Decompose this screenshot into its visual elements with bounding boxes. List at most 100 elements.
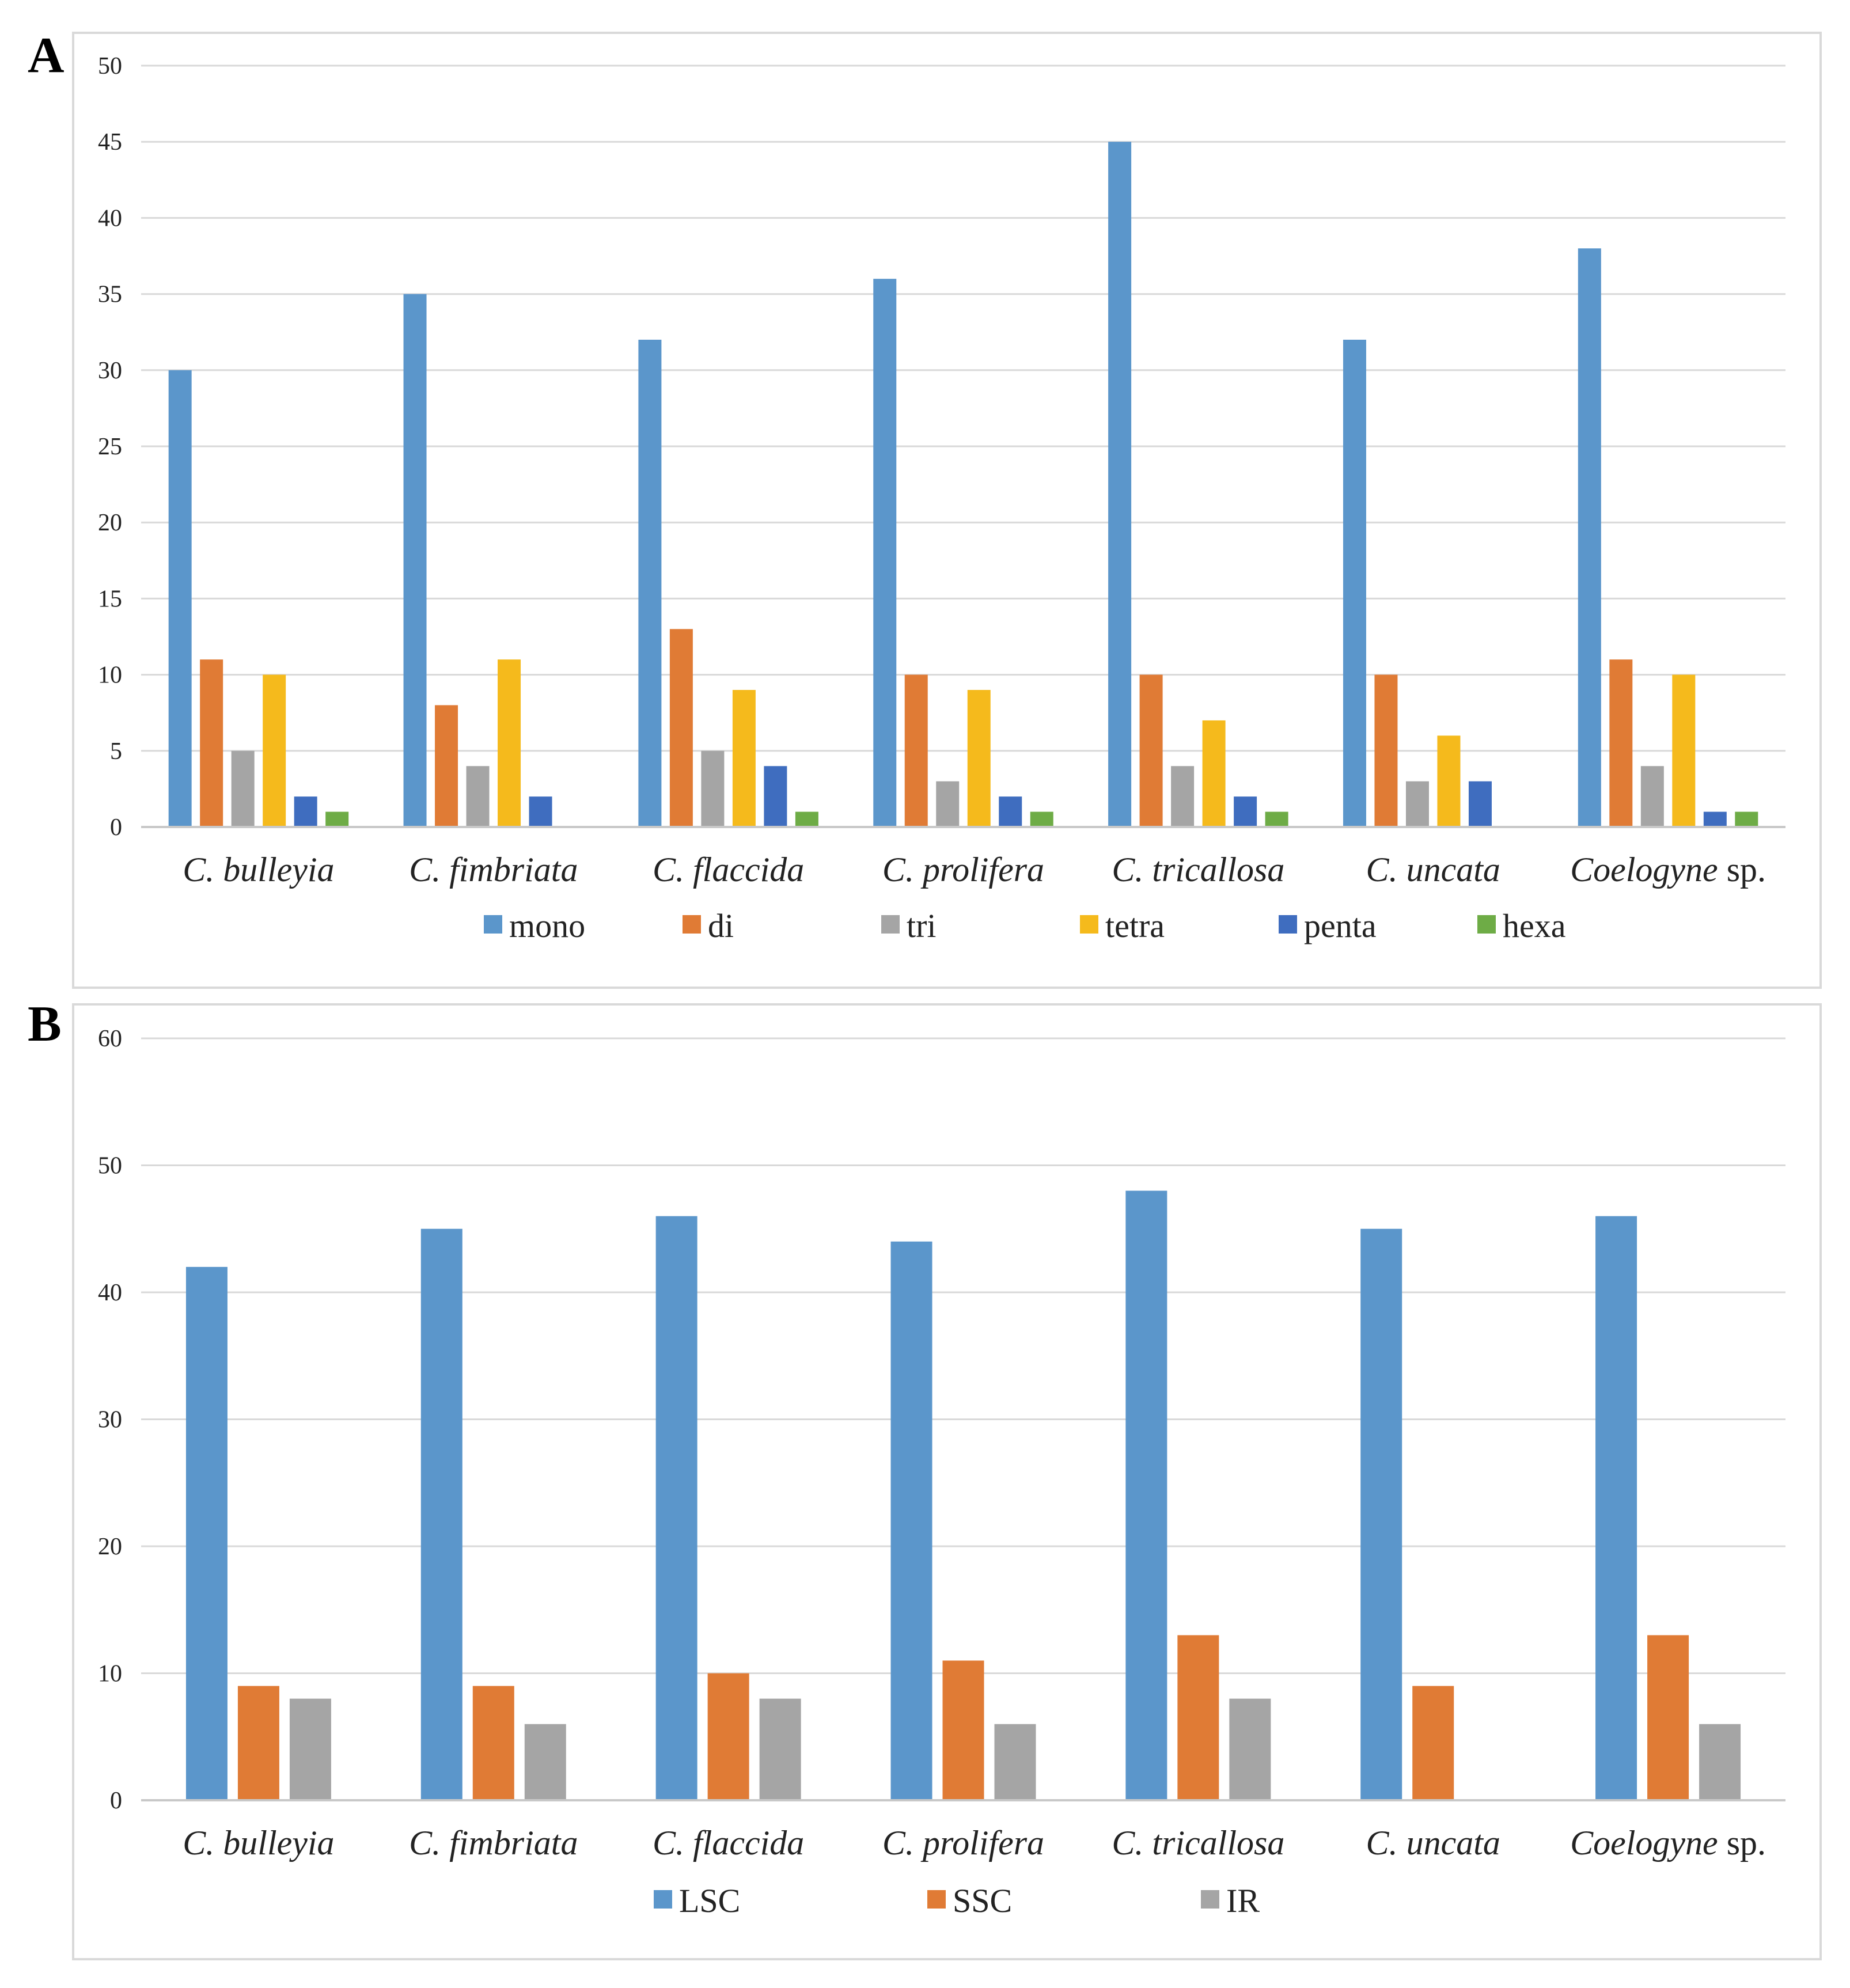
panel-b-bar-ssc <box>1412 1686 1454 1800</box>
panel-b-bar-ir <box>1699 1724 1741 1800</box>
panel-b-legend-label-ir: IR <box>1226 1882 1260 1919</box>
panel-a-category-label: C. fimbriata <box>409 851 578 889</box>
panel-a-bar-di <box>1139 674 1163 827</box>
panel-a-bars <box>168 142 1758 828</box>
panel-b-legend-swatch-ir <box>1201 1890 1219 1909</box>
panel-b-category-label: Coelogyne sp. <box>1570 1824 1766 1862</box>
category-name-suffix: sp. <box>1718 851 1766 889</box>
panel-a-y-tick-label: 10 <box>98 662 122 689</box>
panel-a-bar-tri <box>701 750 725 827</box>
panel-b-legend-label-lsc: LSC <box>679 1882 740 1919</box>
panel-a-bar-tri <box>1640 766 1664 827</box>
panel-a-legend-swatch-hexa <box>1477 915 1496 934</box>
panel-b-category-label: C. bulleyia <box>183 1824 334 1862</box>
panel-a-bar-tri <box>231 750 255 827</box>
panel-b-frame <box>72 1003 1822 1960</box>
panel-a-category-label: C. uncata <box>1366 851 1500 889</box>
panel-a-y-tick-label: 50 <box>98 53 122 79</box>
panel-a-legend-swatch-mono <box>484 915 502 934</box>
panel-a-bar-mono <box>873 279 897 827</box>
panel-b-category-label: C. prolifera <box>882 1824 1044 1862</box>
category-name-italic: C. uncata <box>1366 851 1500 889</box>
panel-a-legend-label-penta: penta <box>1304 907 1377 944</box>
panel-a-label: A <box>28 28 65 84</box>
panel-a-bar-hexa <box>1265 811 1288 827</box>
panel-a-bar-di <box>200 659 223 827</box>
panel-a-category-label: C. bulleyia <box>183 851 334 889</box>
panel-a-frame <box>72 32 1822 989</box>
panel-a-x-axis: C. bulleyia C. fimbriata C. flaccida C. pro… <box>183 851 1766 889</box>
panel-a: A 0 5 10 15 20 25 30 35 40 45 50 C. bulleyia C. fim… <box>28 28 1822 989</box>
panel-b-y-tick-label: 20 <box>98 1534 122 1560</box>
panel-b-y-tick-label: 10 <box>98 1661 122 1687</box>
panel-b-bar-ssc <box>1177 1635 1219 1800</box>
panel-a-legend-label-mono: mono <box>509 907 585 944</box>
panel-b-category-label: C. uncata <box>1366 1824 1500 1862</box>
panel-b-bar-lsc <box>655 1216 697 1800</box>
panel-a-legend-swatch-di <box>683 915 701 934</box>
panel-a-y-tick-label: 35 <box>98 282 122 308</box>
panel-a-bar-penta <box>999 796 1022 827</box>
panel-a-bar-penta <box>529 796 552 827</box>
panel-a-bar-di <box>435 705 458 827</box>
panel-a-bar-mono <box>1578 248 1601 827</box>
panel-a-bar-di <box>669 629 693 827</box>
panel-a-bar-tri <box>1171 766 1195 827</box>
panel-a-bar-mono <box>638 339 662 827</box>
panel-b-legend-label-ssc: SSC <box>953 1882 1012 1919</box>
panel-a-bar-penta <box>294 796 317 827</box>
panel-a-bar-mono <box>1108 142 1132 828</box>
panel-b-bars <box>185 1190 1741 1800</box>
panel-a-y-tick-label: 20 <box>98 510 122 536</box>
panel-a-bar-hexa <box>1735 811 1758 827</box>
panel-a-bar-mono <box>1343 339 1366 827</box>
panel-b-bar-ir <box>289 1698 331 1800</box>
panel-a-bar-di <box>1374 674 1398 827</box>
panel-b-legend-swatch-lsc <box>654 1890 672 1909</box>
category-name-italic: C. flaccida <box>653 1824 804 1862</box>
panel-b-bar-ir <box>994 1724 1036 1800</box>
panel-b-category-label: C. fimbriata <box>409 1824 578 1862</box>
panel-a-bar-tetra <box>1202 720 1226 827</box>
panel-b-y-tick-label: 60 <box>98 1026 122 1052</box>
panel-a-legend-label-di: di <box>708 907 734 944</box>
category-name-italic: C. flaccida <box>653 851 804 889</box>
category-name-italic: C. prolifera <box>882 1824 1044 1862</box>
panel-b-legend-swatch-ssc <box>927 1890 946 1909</box>
category-name-italic: Coelogyne <box>1570 1824 1718 1862</box>
category-name-italic: C. fimbriata <box>409 851 578 889</box>
panel-a-category-label: C. flaccida <box>653 851 804 889</box>
panel-a-bar-hexa <box>1030 811 1053 827</box>
panel-b-legend: LSC SSC IR <box>654 1882 1260 1919</box>
panel-a-bar-di <box>904 674 928 827</box>
panel-a-legend-label-tri: tri <box>907 907 937 944</box>
panel-a-y-tick-label: 25 <box>98 434 122 460</box>
panel-b-bar-ssc <box>1647 1635 1689 1800</box>
panel-a-category-label: C. tricallosa <box>1112 851 1284 889</box>
panel-b-x-axis: C. bulleyia C. fimbriata C. flaccida C. pro… <box>183 1824 1766 1862</box>
panel-a-bar-penta <box>1234 796 1257 827</box>
panel-b-y-tick-label: 0 <box>110 1788 122 1814</box>
category-name-suffix: sp. <box>1718 1824 1766 1862</box>
panel-b-bar-ssc <box>472 1686 514 1800</box>
panel-a-bar-tetra <box>1437 735 1461 827</box>
panel-b-label: B <box>28 996 62 1052</box>
panel-a-legend-swatch-tri <box>881 915 900 934</box>
panel-a-y-tick-label: 30 <box>98 358 122 384</box>
panel-b-bar-lsc <box>1595 1216 1637 1800</box>
panel-b-bar-ssc <box>707 1673 749 1800</box>
panel-a-bar-tetra <box>732 690 756 827</box>
panel-a-y-tick-label: 15 <box>98 586 122 612</box>
panel-b-bar-ssc <box>942 1660 984 1800</box>
panel-b-bar-ssc <box>237 1686 279 1800</box>
panel-a-legend-label-hexa: hexa <box>1503 907 1566 944</box>
panel-b-bar-lsc <box>420 1228 462 1800</box>
category-name-italic: C. tricallosa <box>1112 1824 1284 1862</box>
panel-a-bar-tri <box>466 766 490 827</box>
panel-b-bar-ir <box>1229 1698 1271 1800</box>
panel-a-legend-label-tetra: tetra <box>1105 907 1165 944</box>
panel-a-y-tick-label: 45 <box>98 129 122 155</box>
panel-b-bar-lsc <box>1360 1228 1402 1800</box>
panel-a-bar-penta <box>1703 811 1727 827</box>
